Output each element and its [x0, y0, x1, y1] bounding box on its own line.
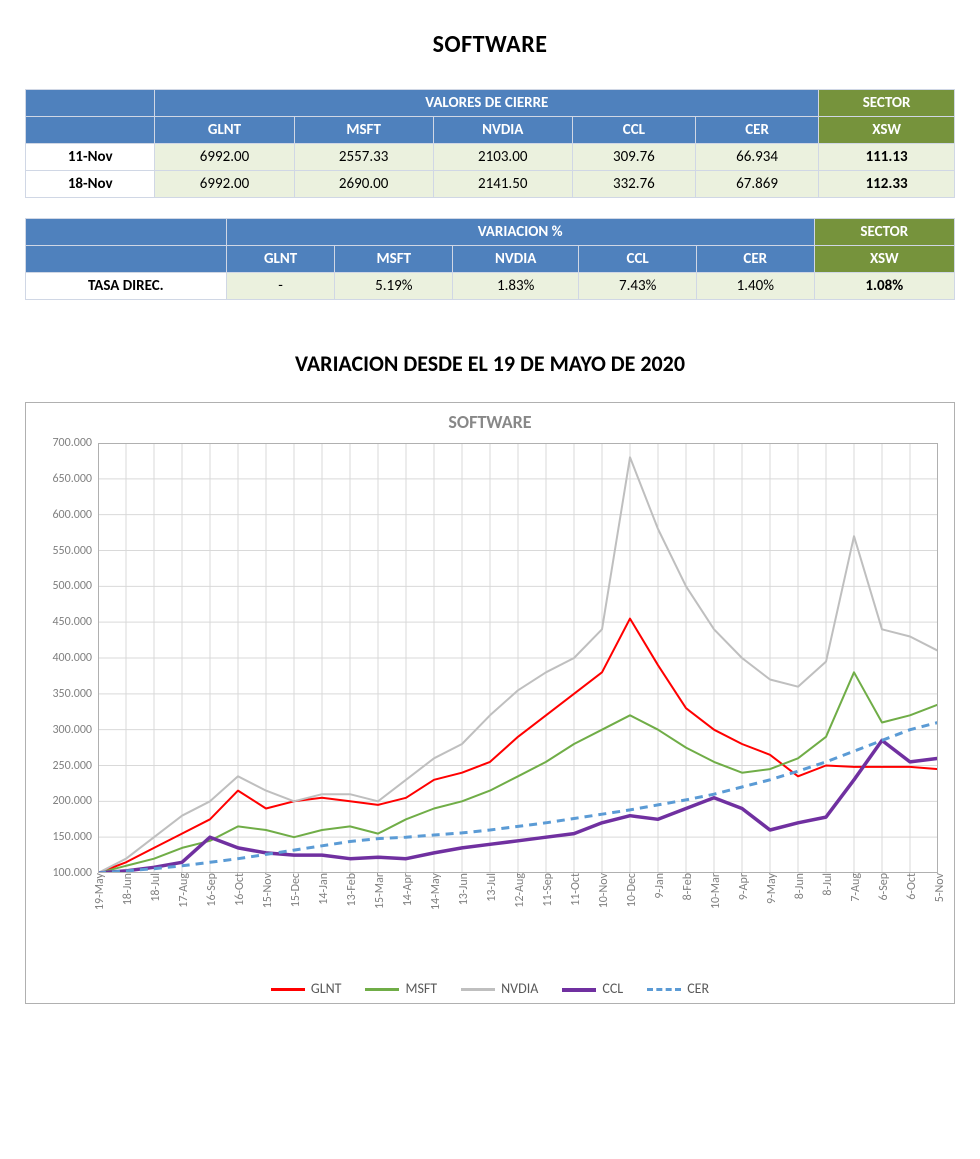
closing-values-table: VALORES DE CIERRE SECTOR GLNT MSFT NVDIA… — [25, 89, 955, 198]
x-axis-tick: 8-Jun — [789, 873, 807, 899]
x-axis-tick: 14-Jan — [313, 873, 331, 905]
legend-swatch — [365, 988, 399, 991]
sector-sub: XSW — [819, 117, 955, 144]
x-axis-tick: 19-May — [89, 873, 107, 910]
y-axis-tick: 500.000 — [52, 579, 98, 593]
page-title: SOFTWARE — [20, 30, 960, 59]
y-axis-tick: 200.000 — [52, 794, 98, 808]
closing-header: VALORES DE CIERRE — [155, 90, 819, 117]
col-msft: MSFT — [294, 117, 433, 144]
y-axis-tick: 300.000 — [52, 723, 98, 737]
x-axis-tick: 14-Apr — [397, 873, 415, 906]
y-axis-tick: 450.000 — [52, 615, 98, 629]
x-axis-tick: 9-Apr — [733, 873, 751, 900]
x-axis-tick: 16-Sep — [201, 873, 219, 907]
legend-item: CER — [647, 980, 709, 997]
col-glnt: GLNT — [155, 117, 294, 144]
x-axis-tick: 15-Nov — [257, 873, 275, 908]
y-axis-tick: 550.000 — [52, 544, 98, 558]
x-axis-tick: 11-Oct — [565, 873, 583, 906]
x-axis-tick: 10-Dec — [621, 873, 639, 907]
variation-table: VARIACION % SECTOR GLNT MSFT NVDIA CCL C… — [25, 218, 955, 300]
y-axis-tick: 700.000 — [52, 436, 98, 450]
col-ccl: CCL — [572, 117, 695, 144]
x-axis-tick: 5-Nov — [929, 873, 947, 902]
x-axis-tick: 17-Aug — [173, 873, 191, 908]
x-axis-tick: 14-May — [425, 873, 443, 910]
legend-item: GLNT — [271, 980, 342, 997]
x-axis-tick: 10-Mar — [705, 873, 723, 909]
x-axis-tick: 12-Aug — [509, 873, 527, 908]
x-axis-tick: 7-Aug — [845, 873, 863, 902]
x-axis-tick: 11-Sep — [537, 873, 555, 907]
col-nvdia: NVDIA — [433, 117, 572, 144]
chart-title: SOFTWARE — [26, 411, 954, 433]
x-axis-tick: 9-May — [761, 873, 779, 904]
x-axis-tick: 13-Jun — [453, 873, 471, 905]
x-axis-tick: 16-Oct — [229, 873, 247, 906]
variation-header: VARIACION % — [226, 219, 814, 246]
y-axis-tick: 650.000 — [52, 472, 98, 486]
x-axis-tick: 18-Jun — [117, 873, 135, 905]
legend-item: MSFT — [365, 980, 437, 997]
x-axis-tick: 6-Sep — [873, 873, 891, 901]
x-axis-tick: 8-Jul — [817, 873, 835, 896]
sector-header: SECTOR — [819, 90, 955, 117]
legend-swatch — [271, 988, 305, 991]
x-axis-tick: 6-Oct — [901, 873, 919, 900]
x-axis-tick: 15-Mar — [369, 873, 387, 909]
col-cer: CER — [695, 117, 818, 144]
y-axis-tick: 150.000 — [52, 830, 98, 844]
y-axis-tick: 250.000 — [52, 759, 98, 773]
line-chart: SOFTWARE 100.000150.000200.000250.000300… — [25, 402, 955, 1004]
x-axis-tick: 13-Jul — [481, 873, 499, 902]
x-axis-tick: 10-Nov — [593, 873, 611, 908]
table-row: 18-Nov 6992.00 2690.00 2141.50 332.76 67… — [26, 171, 955, 198]
table-row: TASA DIREC. - 5.19% 1.83% 7.43% 1.40% 1.… — [26, 273, 955, 300]
sector-header: SECTOR — [814, 219, 954, 246]
x-axis-tick: 8-Feb — [677, 873, 695, 900]
y-axis-tick: 400.000 — [52, 651, 98, 665]
legend-item: NVDIA — [461, 980, 538, 997]
legend-item: CCL — [562, 980, 623, 997]
y-axis-tick: 350.000 — [52, 687, 98, 701]
y-axis-tick: 600.000 — [52, 508, 98, 522]
x-axis-tick: 15-Dec — [285, 873, 303, 907]
legend-swatch — [461, 988, 495, 991]
table-row: 11-Nov 6992.00 2557.33 2103.00 309.76 66… — [26, 144, 955, 171]
x-axis-tick: 18-Jul — [145, 873, 163, 902]
legend-swatch — [647, 988, 681, 991]
legend-swatch — [562, 988, 596, 992]
x-axis-tick: 13-Feb — [341, 873, 359, 906]
chart-legend: GLNT MSFT NVDIA CCL CER — [26, 980, 954, 997]
x-axis-tick: 9-Jan — [649, 873, 667, 899]
chart-section-title: VARIACION DESDE EL 19 DE MAYO DE 2020 — [20, 350, 960, 377]
